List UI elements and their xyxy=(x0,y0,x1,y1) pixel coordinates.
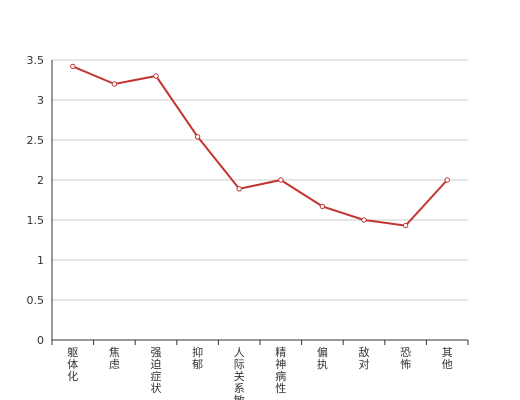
x-tick-label: 人际关系敏感 xyxy=(234,346,245,400)
y-tick-label: 1.5 xyxy=(27,214,45,227)
x-tick-label: 其他 xyxy=(442,346,453,371)
grid-lines xyxy=(52,59,468,301)
y-tick-label: 2.5 xyxy=(27,134,45,147)
x-tick-label: 强迫症状 xyxy=(151,346,162,395)
x-axis: 躯体化 焦虑 强迫症状 抑郁 人际关系敏感 精神病性 偏执 敌对 恐怖 其他 xyxy=(51,339,469,400)
x-tick-label: 焦虑 xyxy=(109,346,120,371)
data-point xyxy=(444,177,450,183)
y-tick-label: 1 xyxy=(37,254,44,267)
series-layer xyxy=(70,63,450,229)
x-tick-label: 恐怖 xyxy=(400,346,411,371)
data-point xyxy=(319,203,326,210)
y-tick-label: 0.5 xyxy=(27,294,45,307)
data-point xyxy=(194,134,201,140)
data-point xyxy=(111,81,118,87)
y-tick-label: 0 xyxy=(37,334,44,347)
y-tick-label: 2 xyxy=(37,174,44,187)
x-tick-label: 敌对 xyxy=(359,345,370,371)
x-tick-label: 偏执 xyxy=(317,345,328,371)
data-point xyxy=(236,186,242,192)
data-point xyxy=(402,222,409,229)
y-tick-label: 3 xyxy=(37,94,44,107)
x-tick-label: 精神病性 xyxy=(275,346,286,395)
data-point xyxy=(153,73,159,79)
data-point xyxy=(361,217,367,223)
y-tick-label: 3.5 xyxy=(27,54,45,67)
data-point xyxy=(70,63,76,70)
data-point xyxy=(278,177,284,183)
y-axis: 0 0.5 1 1.5 2 2.5 3 3.5 xyxy=(27,54,53,347)
x-tick-label: 躯体化 xyxy=(67,346,78,383)
series-line xyxy=(72,65,448,227)
x-tick-label: 抑郁 xyxy=(192,345,203,371)
